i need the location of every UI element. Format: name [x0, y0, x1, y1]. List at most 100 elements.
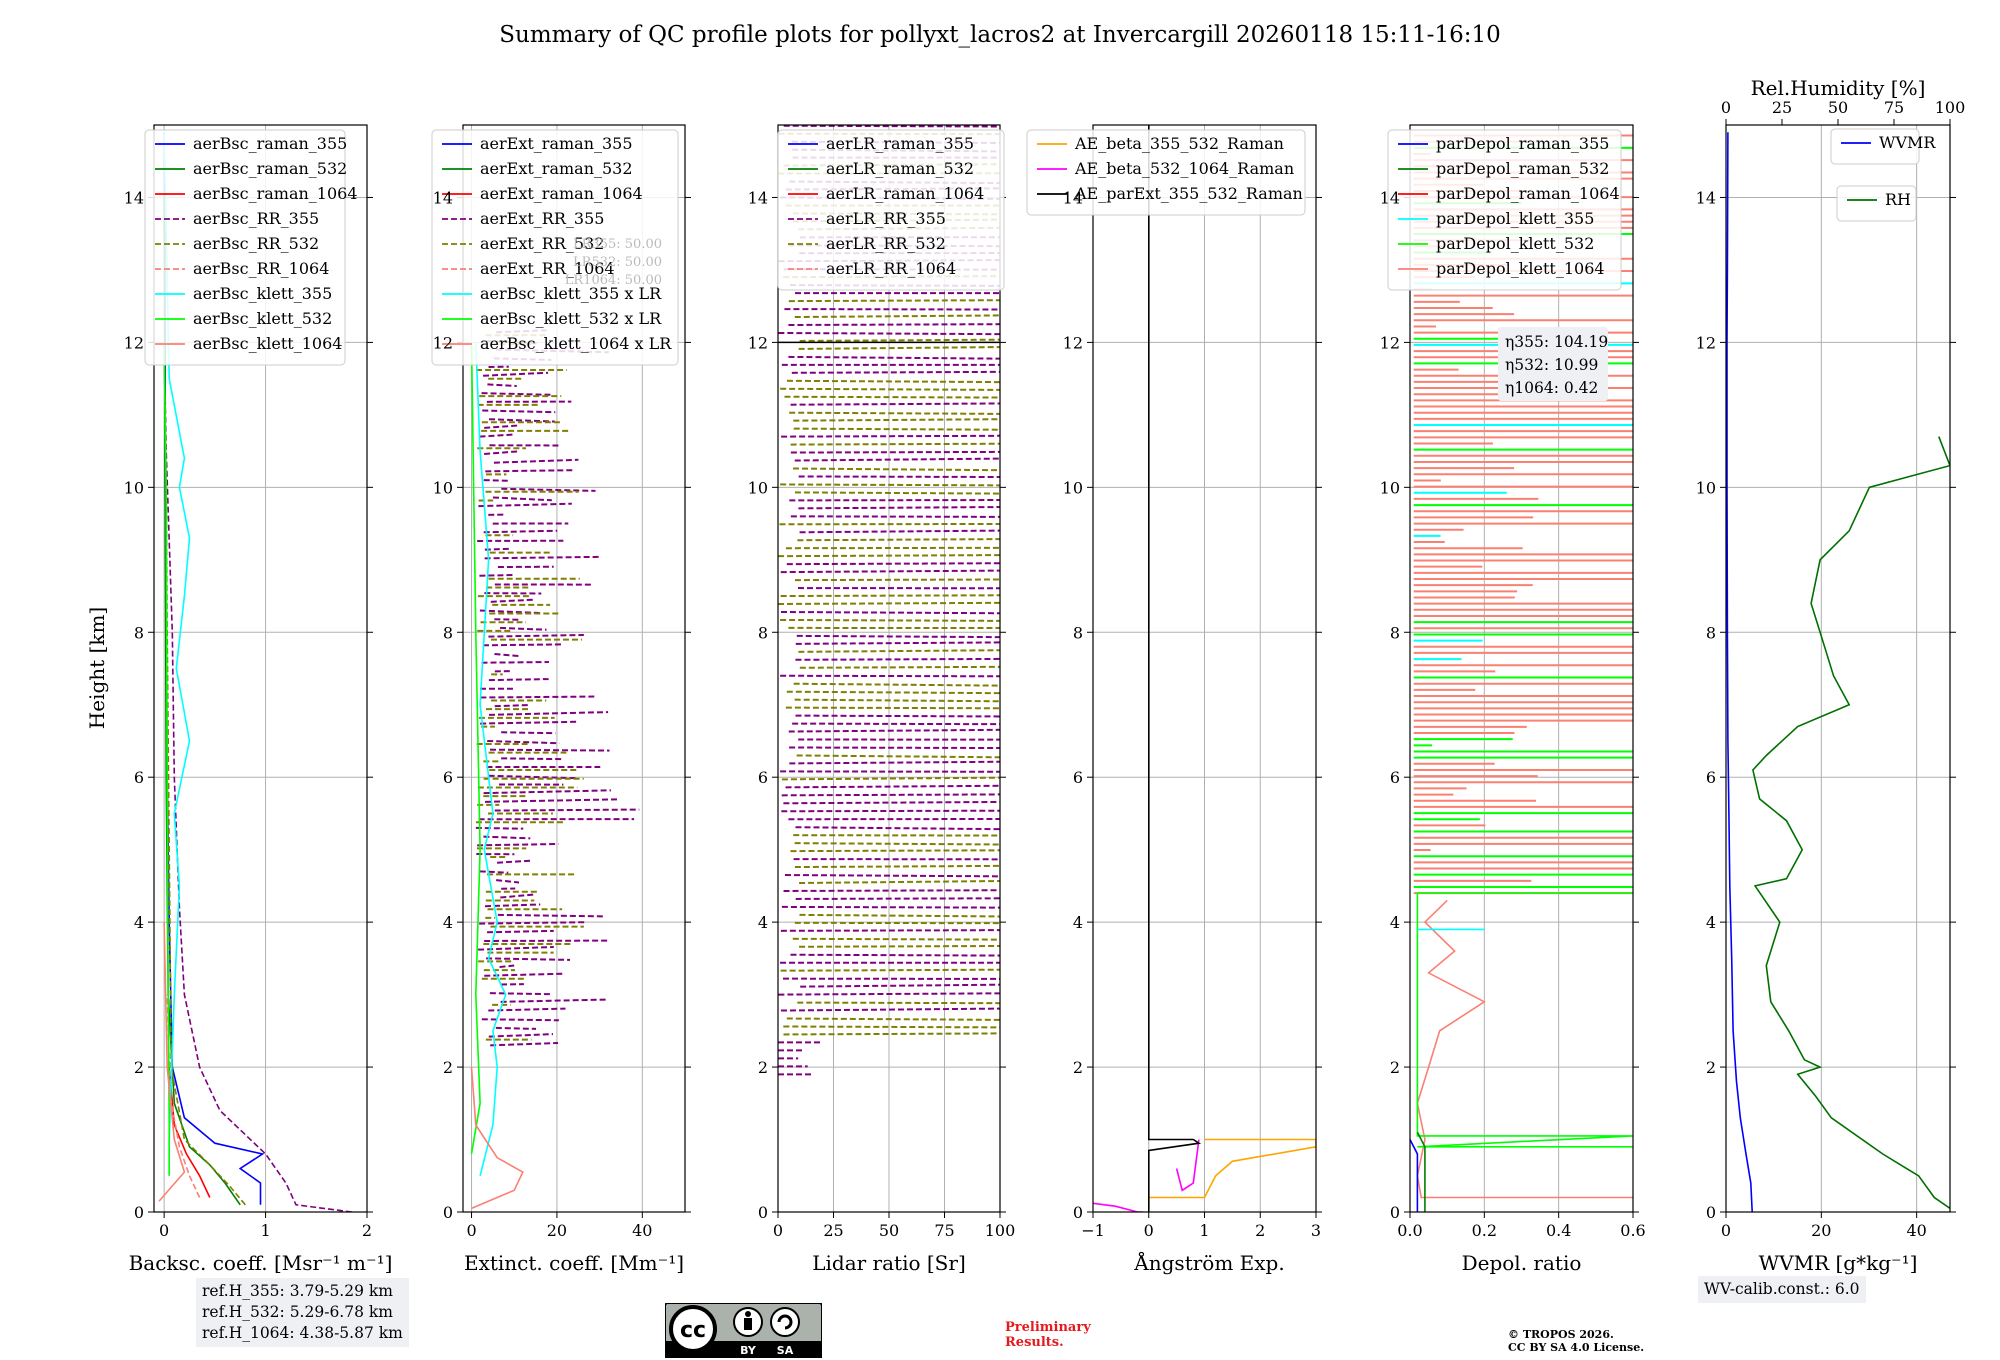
- lr-trace: [793, 682, 1000, 687]
- y-tick-label: 14: [124, 188, 144, 207]
- series-AE_beta_532_1064_Raman: [1093, 1202, 1144, 1212]
- top-x-tick-label: 50: [1828, 98, 1848, 117]
- copyright-line-1: © TROPOS 2026.: [1508, 1328, 1614, 1341]
- lr-trace: [781, 776, 1000, 781]
- lr-trace: [790, 442, 1000, 446]
- lr-trace: [783, 800, 1000, 805]
- lr-trace: [780, 387, 1000, 391]
- x-tick-label: 0.0: [1397, 1221, 1422, 1240]
- ext-rr-355-trace: [497, 913, 605, 918]
- ext-rr-355-trace: [484, 903, 541, 908]
- lr-trace: [781, 793, 1000, 797]
- y-tick-label: 12: [1380, 333, 1400, 352]
- lr-trace: [796, 754, 1000, 759]
- y-tick-label: 4: [1706, 913, 1716, 932]
- series-aerBsc_klett_355: [163, 132, 191, 1176]
- ext-rr-355-trace: [490, 598, 536, 603]
- y-tick-label: 8: [134, 623, 144, 642]
- x-tick-label: 1: [1199, 1221, 1209, 1240]
- x-tick-label: 2: [1255, 1221, 1265, 1240]
- y-tick-label: 4: [758, 913, 768, 932]
- ext-rr-355-trace: [484, 972, 565, 977]
- legend-label: aerExt_RR_355: [480, 209, 604, 228]
- ext-rr-355-trace: [501, 757, 564, 761]
- lr-trace: [780, 618, 1000, 622]
- x-tick-label: 50: [879, 1221, 899, 1240]
- lr-trace: [786, 562, 1000, 566]
- ref-height-355: ref.H_355: 3.79-5.29 km: [202, 1282, 393, 1300]
- y-tick-label: 14: [1380, 188, 1400, 207]
- lr-trace: [793, 467, 1000, 472]
- ref-height-532: ref.H_532: 5.29-6.78 km: [202, 1303, 393, 1321]
- y-tick-label: 6: [134, 768, 144, 787]
- ext-rr-355-trace: [487, 383, 517, 387]
- ext-rr-355-trace: [483, 529, 558, 534]
- lr-trace: [780, 483, 1000, 487]
- legend-label: aerExt_RR_532: [480, 234, 604, 253]
- legend-label: aerBsc_RR_532: [193, 234, 319, 253]
- ext-rr-355-trace: [495, 1026, 537, 1030]
- lr-trace: [799, 665, 1000, 669]
- y-tick-label: 2: [1390, 1058, 1400, 1077]
- lr-trace: [795, 897, 1000, 900]
- x-tick-label: 3: [1311, 1221, 1321, 1240]
- legend-box: [1836, 185, 1917, 222]
- lr-trace: [786, 379, 1000, 384]
- series-parDepol_raman_532: [1416, 1131, 1426, 1212]
- y-tick-label: 8: [1073, 623, 1083, 642]
- series-aerBsc_klett_1064 x LR: [470, 1067, 524, 1210]
- plot-area: [1093, 125, 1316, 1212]
- x-tick-label: 0: [773, 1221, 783, 1240]
- ext-rr-355-trace: [484, 547, 512, 551]
- y-tick-label: 0: [443, 1203, 453, 1222]
- lr-trace: [780, 1007, 1000, 1012]
- ext-rr-355-trace: [480, 695, 595, 699]
- panel-wv: [1720, 119, 1956, 1218]
- y-tick-label: 2: [1706, 1058, 1716, 1077]
- lr-trace: [794, 842, 1000, 846]
- eta-box: [1498, 327, 1608, 401]
- legend-label: parDepol_klett_1064: [1436, 259, 1605, 278]
- ext-rr-355-trace: [484, 450, 519, 455]
- series-aerBsc_raman_532: [163, 197, 241, 1206]
- ext-rr-355-trace: [479, 574, 516, 577]
- lr-trace: [781, 809, 1000, 813]
- lr-trace: [784, 395, 1000, 399]
- ext-rr-355-trace: [483, 835, 531, 840]
- wv-calib-text: WV-calib.const.: 6.0: [1704, 1280, 1860, 1298]
- ext-rr-355-trace: [499, 964, 515, 969]
- ext-rr-355-trace: [484, 555, 601, 560]
- plot-area: [158, 132, 352, 1212]
- y-tick-label: 0: [1390, 1203, 1400, 1222]
- series-aerBsc_klett_532: [163, 342, 170, 1176]
- plot-area: [1410, 134, 1633, 1212]
- series-aerBsc_klett_355 x LR: [475, 342, 507, 1176]
- lr-trace: [780, 674, 1000, 678]
- lr-trace: [798, 506, 1000, 510]
- top-x-tick-label: 0: [1721, 98, 1731, 117]
- y-tick-label: 8: [758, 623, 768, 642]
- x-tick-label: 0.2: [1472, 1221, 1497, 1240]
- top-x-axis-label: Rel.Humidity [%]: [1751, 76, 1926, 100]
- lr-trace: [797, 1001, 1000, 1005]
- y-tick-label: 14: [1696, 188, 1716, 207]
- ext-rr-355-trace: [493, 458, 579, 464]
- legend-label: AE_beta_532_1064_Raman: [1074, 159, 1294, 178]
- preliminary-line-2: Results.: [1005, 1335, 1064, 1350]
- y-tick-label: 4: [443, 913, 453, 932]
- x-axis-label: Ångström Exp.: [1133, 1250, 1284, 1275]
- lr-trace: [781, 434, 1000, 438]
- lr-trace: [789, 760, 1000, 765]
- lr-trace: [790, 450, 1000, 454]
- legend-label: WVMR: [1879, 133, 1936, 152]
- ext-rr-355-trace: [500, 626, 547, 631]
- x-tick-label: 100: [985, 1221, 1016, 1240]
- legend-label: aerBsc_RR_355: [193, 209, 319, 228]
- lr-trace: [792, 937, 1000, 941]
- y-tick-label: 2: [1073, 1058, 1083, 1077]
- top-x-tick-label: 75: [1884, 98, 1904, 117]
- y-tick-label: 10: [1696, 478, 1716, 497]
- cc-license-badge: cc BY SA: [665, 1303, 822, 1358]
- y-tick-label: 2: [443, 1058, 453, 1077]
- lr-trace: [789, 411, 1000, 415]
